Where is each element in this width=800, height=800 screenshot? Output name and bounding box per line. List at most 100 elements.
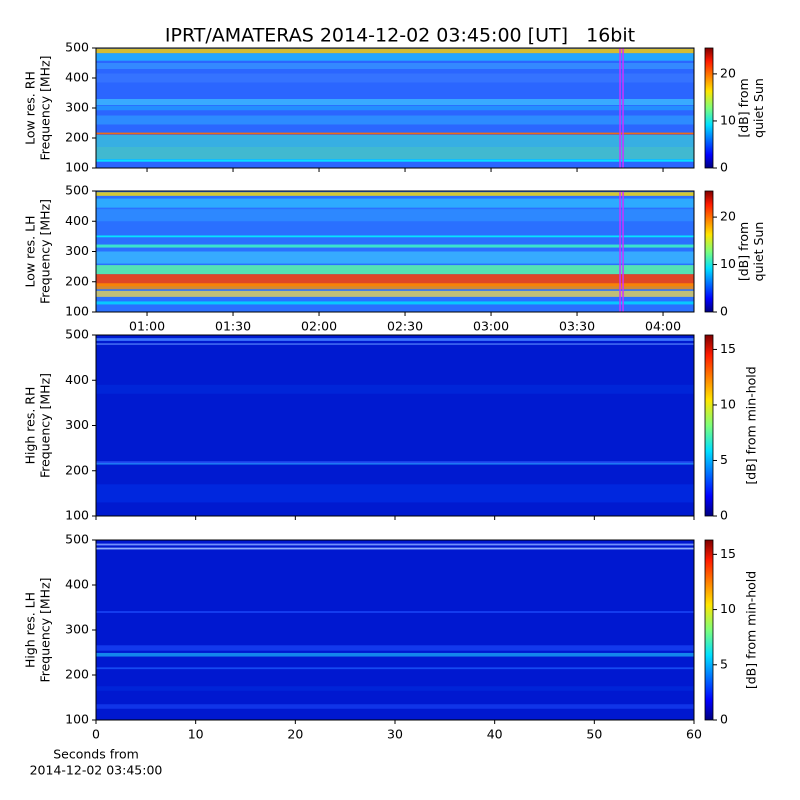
heatmap bbox=[96, 540, 694, 720]
y-tick-label: 400 bbox=[65, 372, 89, 387]
heatmap-band bbox=[96, 209, 694, 222]
heatmap-band bbox=[96, 283, 694, 290]
colorbar-tick-label: 5 bbox=[720, 656, 728, 671]
heatmap-band bbox=[96, 48, 694, 54]
colorbar-tick-label: 10 bbox=[720, 112, 736, 127]
colorbar-tick-label: 0 bbox=[720, 304, 728, 319]
x-axis-label: Seconds from bbox=[53, 747, 139, 762]
y-tick-label: 300 bbox=[65, 243, 89, 258]
y-axis-label: Frequency [MHz] bbox=[38, 199, 53, 304]
x-tick-label: 01:30 bbox=[215, 319, 251, 334]
colorbar-label: [dB] from bbox=[736, 222, 751, 281]
x-tick-label: 40 bbox=[487, 727, 503, 742]
heatmap-band bbox=[96, 132, 694, 135]
x-axis-label: 2014-12-02 03:45:00 bbox=[30, 763, 163, 778]
x-tick-label: 60 bbox=[686, 727, 702, 742]
y-axis-label: High res. LH bbox=[23, 592, 38, 668]
heatmap-band bbox=[96, 338, 694, 341]
colorbar-tick-label: 5 bbox=[720, 452, 728, 467]
x-tick-label: 30 bbox=[387, 727, 403, 742]
heatmap-band bbox=[96, 686, 694, 691]
heatmap-band bbox=[96, 547, 694, 550]
heatmap-band bbox=[96, 461, 694, 464]
x-tick-label: 20 bbox=[287, 727, 303, 742]
heatmap-band bbox=[96, 63, 694, 69]
colorbar-label: [dB] from bbox=[736, 78, 751, 137]
colorbar-tick-label: 0 bbox=[720, 160, 728, 175]
colorbar-label: quiet Sun bbox=[751, 78, 766, 138]
y-tick-label: 500 bbox=[65, 327, 89, 342]
colorbar-tick-label: 10 bbox=[720, 256, 736, 271]
y-axis-label: Frequency [MHz] bbox=[38, 373, 53, 478]
x-tick-label: 50 bbox=[586, 727, 602, 742]
heatmap-band bbox=[96, 53, 694, 61]
heatmap-band bbox=[96, 652, 694, 657]
colorbar bbox=[704, 539, 714, 721]
heatmap-band bbox=[96, 301, 694, 305]
heatmap-band bbox=[96, 73, 694, 83]
heatmap-band bbox=[96, 384, 694, 394]
y-tick-label: 500 bbox=[65, 183, 89, 198]
heatmap-band bbox=[96, 265, 694, 275]
y-tick-label: 100 bbox=[65, 160, 89, 175]
colorbar-tick-label: 20 bbox=[720, 209, 736, 224]
y-tick-label: 100 bbox=[65, 712, 89, 727]
heatmap-band bbox=[96, 543, 694, 546]
y-tick-label: 500 bbox=[65, 40, 89, 55]
colorbar-tick-label: 20 bbox=[720, 65, 736, 80]
y-tick-label: 200 bbox=[65, 273, 89, 288]
colorbar-tick-label: 10 bbox=[720, 601, 736, 616]
colorbar-label: [dB] from min-hold bbox=[744, 366, 759, 484]
colorbar bbox=[704, 190, 714, 313]
y-tick-label: 100 bbox=[65, 304, 89, 319]
y-axis-label: Low res. LH bbox=[23, 216, 38, 288]
colorbar-label: [dB] from min-hold bbox=[744, 571, 759, 689]
y-axis-label: Low res. RH bbox=[23, 71, 38, 145]
heatmap-band bbox=[96, 115, 694, 125]
y-tick-label: 200 bbox=[65, 667, 89, 682]
colorbar bbox=[704, 334, 714, 517]
x-tick-label: 04:00 bbox=[645, 319, 681, 334]
colorbar bbox=[704, 47, 714, 169]
y-tick-label: 300 bbox=[65, 417, 89, 432]
heatmap-band bbox=[96, 135, 694, 147]
heatmap-band bbox=[96, 251, 694, 264]
x-tick-label: 03:30 bbox=[559, 319, 595, 334]
colorbar-tick-label: 15 bbox=[720, 546, 736, 561]
y-tick-label: 500 bbox=[65, 532, 89, 547]
x-tick-label: 02:30 bbox=[387, 319, 423, 334]
y-tick-label: 400 bbox=[65, 70, 89, 85]
y-tick-label: 400 bbox=[65, 213, 89, 228]
y-tick-label: 300 bbox=[65, 622, 89, 637]
y-tick-label: 300 bbox=[65, 100, 89, 115]
heatmap-band bbox=[96, 611, 694, 613]
y-axis-label: High res. RH bbox=[23, 387, 38, 465]
heatmap-band bbox=[96, 704, 694, 709]
heatmap-band bbox=[96, 667, 694, 670]
figure-title: IPRT/AMATERAS 2014-12-02 03:45:00 [UT] 1… bbox=[165, 25, 635, 47]
heatmap-band bbox=[96, 192, 694, 196]
x-tick-label: 0 bbox=[92, 727, 100, 742]
x-tick-label: 01:00 bbox=[129, 319, 165, 334]
heatmap-band bbox=[96, 244, 694, 248]
heatmap-band bbox=[96, 105, 694, 111]
colorbar-tick-label: 0 bbox=[720, 712, 728, 727]
heatmap-band bbox=[96, 645, 694, 651]
colorbar-tick-label: 10 bbox=[720, 396, 736, 411]
y-tick-label: 100 bbox=[65, 508, 89, 523]
x-tick-label: 10 bbox=[188, 727, 204, 742]
heatmap-band bbox=[96, 147, 694, 159]
heatmap-band bbox=[96, 198, 694, 208]
x-tick-label: 03:00 bbox=[473, 319, 509, 334]
heatmap-band bbox=[96, 290, 694, 297]
y-tick-label: 400 bbox=[65, 577, 89, 592]
colorbar-tick-label: 15 bbox=[720, 341, 736, 356]
y-tick-label: 200 bbox=[65, 130, 89, 145]
heatmap-band bbox=[96, 343, 694, 345]
heatmap-band bbox=[96, 463, 694, 465]
heatmap-band bbox=[96, 99, 694, 105]
heatmap-band bbox=[96, 235, 694, 238]
colorbar-tick-label: 0 bbox=[720, 508, 728, 523]
colorbar-label: quiet Sun bbox=[751, 222, 766, 282]
